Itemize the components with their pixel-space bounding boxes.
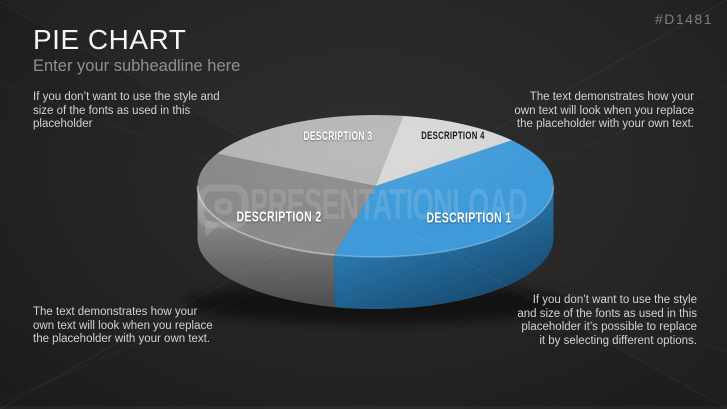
text-block-top-left: If you don’t want to use the style and s… <box>33 91 220 131</box>
pie-label-description-2: DESCRIPTION 2 <box>236 208 322 226</box>
slide-bottom-edge <box>0 406 727 409</box>
page-title: PIE CHART <box>33 24 187 55</box>
subheadline-placeholder: Enter your subheadline here <box>33 57 241 75</box>
slide-id-badge: #D1481 <box>654 11 713 27</box>
pie-label-description-1: DESCRIPTION 1 <box>426 209 512 227</box>
pie-label-description-3: DESCRIPTION 3 <box>303 129 373 143</box>
pie-label-description-4: DESCRIPTION 4 <box>421 130 485 142</box>
text-block-top-right: The text demonstrates how your own text … <box>514 91 694 131</box>
text-block-bottom-left: The text demonstrates how your own text … <box>33 306 213 346</box>
text-block-bottom-right: If you don’t want to use the style and s… <box>517 294 697 347</box>
